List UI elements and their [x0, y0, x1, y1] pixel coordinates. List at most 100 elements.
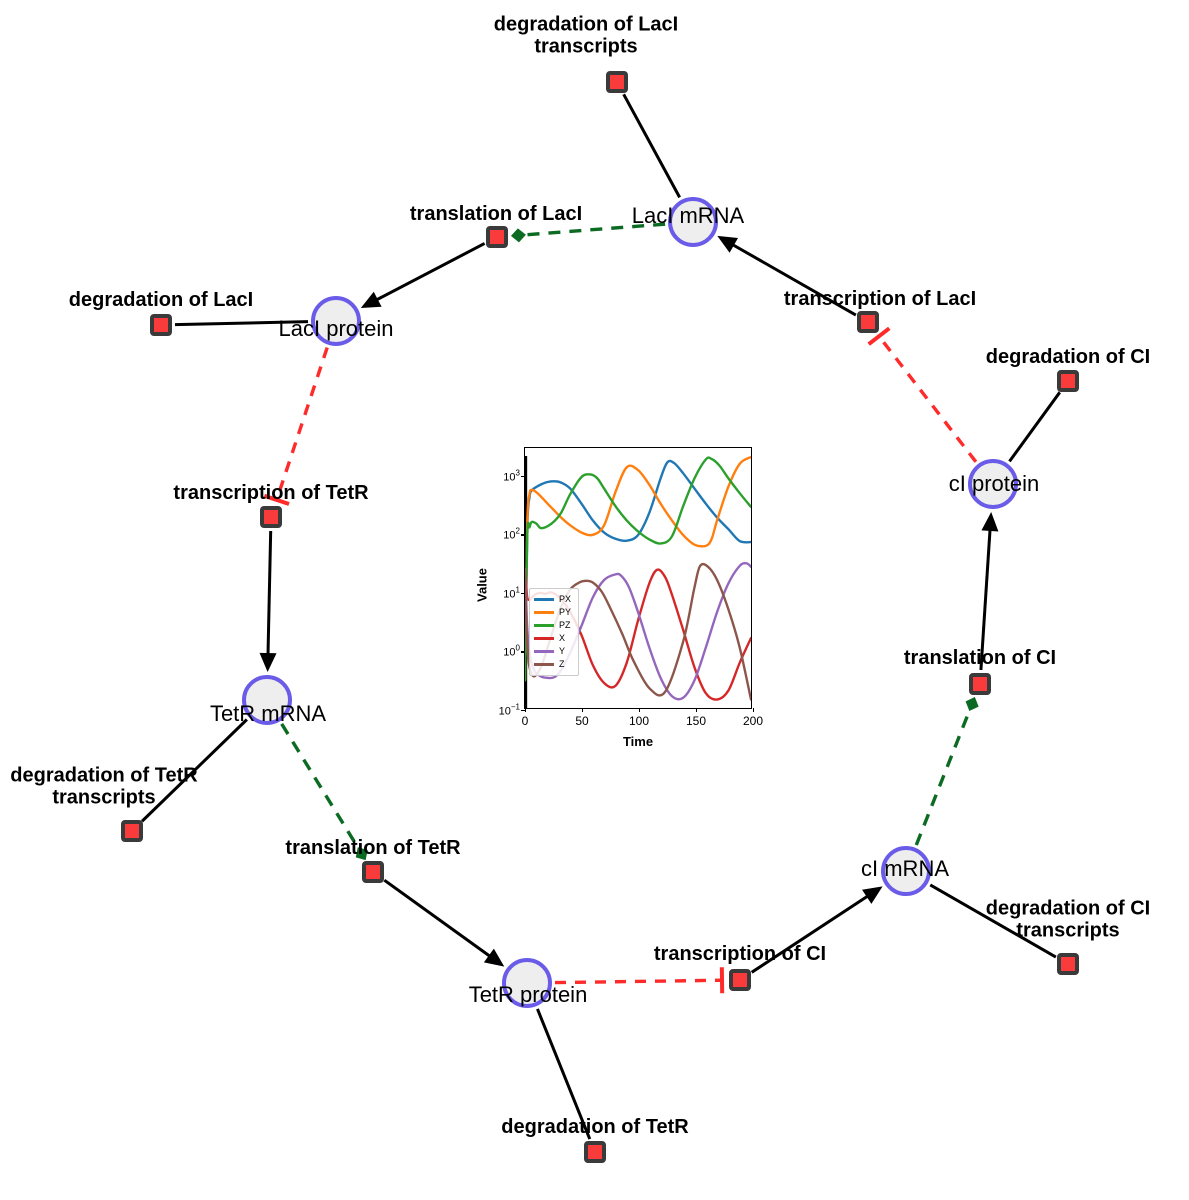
chart-x-tick-label: 100 — [628, 714, 650, 728]
edge-catalysis — [914, 697, 979, 846]
legend-label: PX — [559, 594, 572, 604]
chart-series-PY — [525, 455, 751, 682]
reaction-node-deg_ci[interactable] — [1057, 370, 1079, 392]
species-node-laci_mrna[interactable] — [668, 197, 718, 247]
legend-swatch-icon — [534, 650, 554, 653]
legend-swatch-icon — [534, 598, 554, 601]
edge-reactant — [1008, 391, 1061, 463]
chart-y-tick-label: 103 — [503, 468, 520, 484]
reaction-node-translation_ci[interactable] — [969, 673, 991, 695]
arrowhead-triangle — [360, 291, 382, 309]
species-node-tetr_mrna[interactable] — [242, 675, 292, 725]
chart-x-tickmark — [753, 708, 755, 712]
edge-inhibition — [263, 347, 329, 506]
legend-label: PZ — [559, 620, 571, 630]
reaction-square-icon — [969, 673, 991, 695]
chart-y-tickmark — [521, 475, 525, 478]
chart-legend-item: PX — [534, 593, 571, 606]
edge-catalysis — [510, 222, 666, 243]
reaction-node-deg_laci[interactable] — [150, 314, 172, 336]
chart-x-tickmark — [639, 708, 641, 712]
species-node-laci_protein[interactable] — [311, 296, 361, 346]
edge-reactant — [622, 93, 681, 199]
reaction-node-transcription_laci[interactable] — [857, 311, 879, 333]
inset-timecourse-chart: Value Time 10−1 100 101 102 103 0 50 100 150 200… — [475, 437, 764, 755]
arrowhead-triangle — [483, 948, 505, 967]
species-circle-icon — [968, 459, 1018, 509]
edge-reactant — [979, 511, 999, 671]
edge-reactant — [360, 242, 486, 309]
legend-swatch-icon — [534, 663, 554, 666]
chart-y-tick-label: 10−1 — [498, 702, 520, 718]
chart-x-tick-label: 200 — [742, 714, 764, 728]
chart-series-PZ — [525, 456, 751, 682]
chart-legend-item: Y — [534, 645, 571, 658]
edge-inhibition — [554, 967, 725, 994]
arrowhead-triangle — [717, 235, 739, 253]
species-circle-icon — [881, 846, 931, 896]
reaction-square-icon — [584, 1141, 606, 1163]
reaction-node-translation_tetr[interactable] — [362, 861, 384, 883]
reaction-square-icon — [486, 226, 508, 248]
edge-reactant — [259, 530, 277, 673]
arrowhead-triangle — [981, 511, 999, 532]
species-circle-icon — [242, 675, 292, 725]
species-node-ci_mrna[interactable] — [881, 846, 931, 896]
chart-y-tickmark — [521, 592, 525, 595]
chart-legend-item: X — [534, 632, 571, 645]
reaction-square-icon — [362, 861, 384, 883]
arrowhead-tee — [867, 326, 891, 346]
legend-swatch-icon — [534, 611, 554, 614]
chart-y-tick-label: 102 — [503, 527, 520, 542]
chart-x-tickmark — [696, 708, 698, 712]
edge-reactant — [929, 883, 1057, 959]
edge-catalysis — [280, 722, 368, 861]
arrowhead-tee — [263, 493, 290, 506]
arrowhead-diamond — [510, 228, 526, 243]
chart-x-axis-label: Time — [622, 734, 654, 749]
legend-label: PY — [559, 607, 572, 617]
reaction-square-icon — [729, 969, 751, 991]
reaction-node-deg_tetr_transcripts[interactable] — [121, 820, 143, 842]
edge-reactant — [383, 878, 505, 967]
chart-plot-area: 10−1 100 101 102 103 0 50 100 150 200 PX PY PZ X Y Z — [499, 447, 763, 728]
edge-reactant — [174, 320, 309, 327]
edge-reactant — [717, 235, 857, 317]
reaction-node-deg_laci_transcripts[interactable] — [606, 71, 628, 93]
reaction-square-icon — [150, 314, 172, 336]
chart-y-tickmark — [521, 534, 525, 536]
species-circle-icon — [668, 197, 718, 247]
reaction-square-icon — [121, 820, 143, 842]
legend-swatch-icon — [534, 637, 554, 640]
legend-label: Z — [559, 659, 565, 669]
legend-swatch-icon — [534, 624, 554, 627]
arrowhead-triangle — [259, 652, 277, 673]
reaction-square-icon — [606, 71, 628, 93]
reaction-square-icon — [857, 311, 879, 333]
chart-x-tick-label: 50 — [575, 714, 589, 728]
arrowhead-diamond — [965, 697, 979, 711]
chart-y-axis-label: Value — [474, 568, 490, 602]
chart-legend: PX PY PZ X Y Z — [529, 588, 580, 676]
reaction-node-transcription_ci[interactable] — [729, 969, 751, 991]
edge-inhibition — [867, 326, 978, 463]
reaction-node-deg_ci_transcripts[interactable] — [1057, 953, 1079, 975]
edge-reactant — [750, 886, 883, 974]
legend-label: Y — [559, 646, 566, 656]
species-node-ci_protein[interactable] — [968, 459, 1018, 509]
species-circle-icon — [311, 296, 361, 346]
reaction-square-icon — [260, 506, 282, 528]
reaction-node-transcription_tetr[interactable] — [260, 506, 282, 528]
chart-series-PX — [525, 459, 751, 682]
chart-legend-item: PZ — [534, 619, 571, 632]
chart-y-tickmark — [521, 651, 525, 653]
chart-legend-item: Z — [534, 658, 571, 671]
species-node-tetr_protein[interactable] — [502, 958, 552, 1008]
chart-y-tick-label: 100 — [503, 644, 520, 659]
reaction-node-deg_tetr[interactable] — [584, 1141, 606, 1163]
chart-x-tickmark — [582, 708, 584, 712]
reaction-node-translation_laci[interactable] — [486, 226, 508, 248]
edge-reactant — [536, 1008, 592, 1140]
